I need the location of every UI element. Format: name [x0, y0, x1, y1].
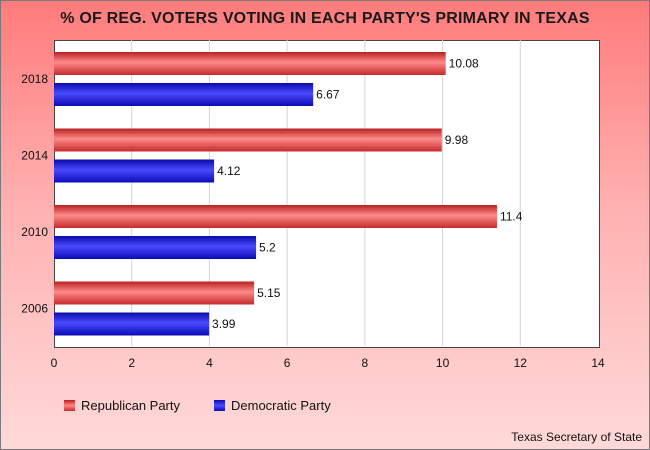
- data-label: 4.12: [217, 164, 241, 178]
- x-tick-label: 10: [436, 356, 450, 370]
- bar-democratic-2014: [54, 159, 215, 183]
- data-label: 3.99: [212, 317, 236, 331]
- legend-item-democratic: Democratic Party: [214, 398, 331, 413]
- data-label: 10.08: [449, 57, 479, 71]
- y-category-label: 2010: [21, 225, 48, 239]
- bar-republican-2018: [54, 52, 446, 75]
- bar-democratic-2018: [54, 83, 314, 106]
- x-tick-label: 14: [591, 356, 605, 370]
- bar-democratic-2010: [54, 236, 257, 259]
- y-category-label: 2006: [21, 302, 48, 316]
- x-tick-label: 4: [206, 356, 213, 370]
- data-label: 5.2: [259, 241, 276, 255]
- data-label: 11.4: [500, 210, 523, 224]
- data-label: 6.67: [316, 88, 340, 102]
- legend-label-democratic: Democratic Party: [231, 398, 331, 413]
- x-tick-label: 2: [128, 356, 135, 370]
- y-category-label: 2014: [21, 149, 48, 163]
- bar-democratic-2006: [54, 312, 210, 336]
- x-tick-label: 8: [362, 356, 369, 370]
- x-tick-label: 6: [284, 356, 291, 370]
- legend-swatch-republican: [64, 400, 75, 411]
- bar-republican-2010: [54, 205, 497, 228]
- x-tick-label: 12: [514, 356, 528, 370]
- bar-republican-2006: [54, 281, 255, 305]
- chart-title: % OF REG. VOTERS VOTING IN EACH PARTY'S …: [60, 10, 590, 27]
- source-note: Texas Secretary of State: [511, 430, 642, 444]
- legend-item-republican: Republican Party: [64, 398, 180, 413]
- data-label: 9.98: [445, 133, 469, 147]
- legend-label-republican: Republican Party: [81, 398, 180, 413]
- y-category-label: 2018: [21, 72, 48, 86]
- data-label: 5.15: [257, 286, 281, 300]
- x-tick-label: 0: [51, 356, 58, 370]
- bar-republican-2014: [54, 128, 442, 152]
- legend-swatch-democratic: [214, 400, 225, 411]
